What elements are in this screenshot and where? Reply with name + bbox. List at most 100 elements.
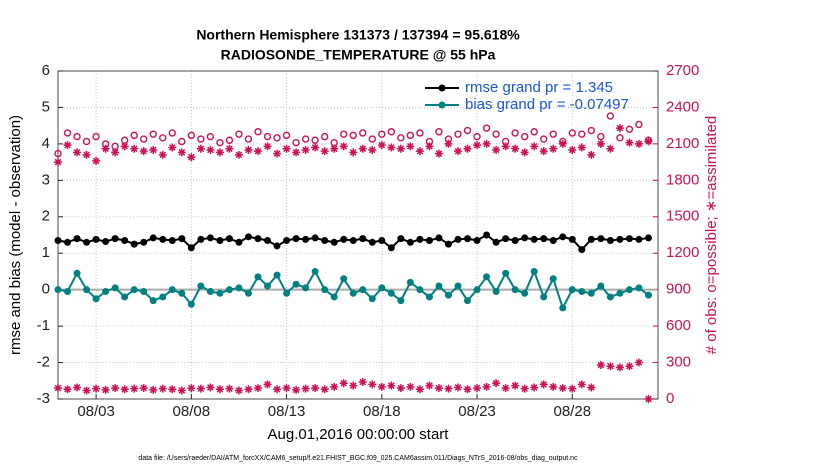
point (482, 139, 491, 148)
point (178, 289, 186, 297)
point (473, 236, 481, 244)
point (340, 130, 348, 138)
point (139, 384, 148, 393)
point (349, 131, 357, 140)
point (463, 385, 472, 394)
point (254, 128, 262, 136)
y2-tick-label: 1200 (666, 244, 699, 261)
y2-tick-label: 1800 (666, 171, 699, 188)
point (168, 236, 176, 244)
point (73, 235, 81, 243)
point (73, 383, 82, 392)
point (140, 287, 148, 295)
point (444, 384, 453, 393)
point (73, 269, 81, 277)
y2-tick-label: 2400 (666, 98, 699, 115)
point (264, 282, 272, 290)
point (273, 149, 282, 158)
point (492, 130, 500, 138)
point (321, 236, 329, 244)
point (273, 385, 282, 394)
point (378, 284, 386, 292)
point (482, 124, 491, 132)
point (244, 233, 252, 241)
point (130, 144, 139, 153)
point (206, 234, 214, 242)
point (149, 297, 157, 305)
y2-tick-label: 900 (666, 281, 691, 298)
point (83, 238, 91, 246)
point (406, 142, 415, 151)
point (397, 297, 405, 305)
point (301, 384, 310, 393)
point (159, 134, 167, 142)
point (483, 273, 491, 281)
point (540, 293, 548, 301)
point (111, 284, 119, 292)
point (82, 137, 91, 146)
point (454, 130, 462, 138)
point (54, 384, 62, 393)
point (225, 384, 234, 393)
point (130, 131, 138, 140)
point (216, 289, 224, 297)
point (101, 144, 110, 153)
point (216, 138, 224, 147)
point (177, 148, 186, 157)
point (358, 377, 367, 386)
point (578, 130, 586, 138)
point (244, 145, 253, 154)
point (625, 138, 634, 147)
point (83, 286, 91, 294)
point (597, 282, 605, 290)
point (587, 235, 595, 243)
point (235, 284, 243, 292)
point (130, 286, 138, 294)
point (197, 135, 205, 143)
point (111, 148, 120, 157)
point (225, 235, 233, 243)
legend-marker (438, 84, 446, 92)
y-tick-label: 2 (42, 208, 50, 225)
point (359, 235, 367, 243)
point (473, 141, 482, 150)
point (568, 384, 577, 393)
legend-label: rmse grand pr = 1.345 (465, 79, 613, 96)
point (483, 231, 491, 239)
y2-tick-label: 2100 (666, 135, 699, 152)
point (492, 287, 500, 295)
point (340, 235, 348, 243)
point (92, 235, 100, 243)
point (63, 385, 72, 394)
point (568, 235, 576, 243)
point (358, 144, 367, 153)
point (549, 382, 558, 391)
point (558, 139, 567, 148)
point (320, 385, 329, 394)
point (511, 129, 519, 137)
point (82, 150, 91, 159)
y-axis-label: rmse and bias (model - observation) (7, 115, 24, 355)
point (254, 147, 262, 156)
point (283, 289, 291, 297)
y-tick-label: 3 (42, 171, 50, 188)
point (473, 286, 481, 294)
point (330, 382, 339, 391)
point (292, 385, 301, 394)
point (196, 384, 205, 393)
point (644, 291, 652, 299)
point (121, 293, 129, 301)
point (311, 143, 320, 152)
point (454, 235, 462, 243)
point (378, 130, 386, 138)
point (121, 236, 129, 244)
point (406, 278, 414, 286)
point (501, 384, 510, 393)
point (54, 286, 62, 294)
x-tick-label: 08/28 (554, 403, 592, 420)
point (215, 148, 224, 157)
y2-tick-label: 2700 (666, 62, 699, 79)
point (406, 382, 415, 391)
point (320, 147, 329, 156)
point (82, 386, 91, 395)
